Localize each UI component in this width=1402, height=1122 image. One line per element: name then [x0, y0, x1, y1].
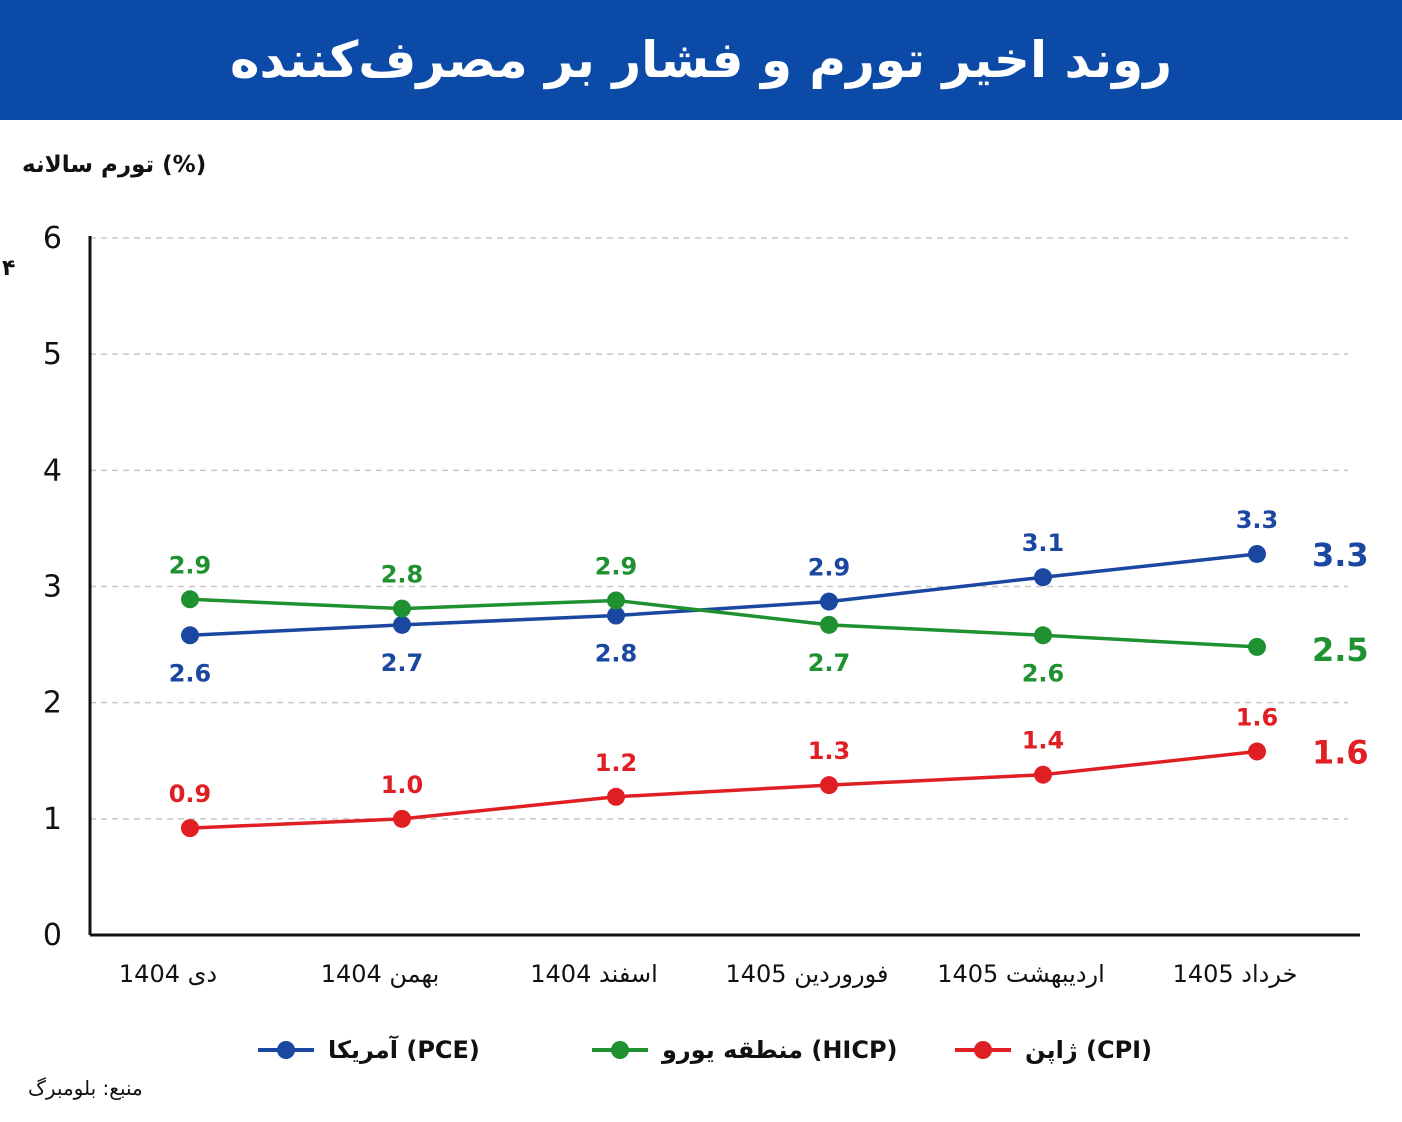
data-point	[181, 590, 199, 609]
data-label: 2.8	[595, 640, 638, 668]
data-label: 3.1	[1022, 529, 1065, 557]
data-label: 2.6	[169, 659, 212, 687]
data-point	[607, 591, 625, 610]
data-label: 2.7	[808, 649, 851, 677]
data-point	[607, 787, 625, 806]
x-tick-label: بهمن 1404	[321, 960, 440, 988]
x-tick-label: اسفند 1404	[530, 960, 657, 988]
legend-item-eurozone: منطقه یورو (HICP)	[592, 1028, 898, 1072]
series-line	[189, 597, 1258, 649]
stray-glyph: ۴	[2, 256, 16, 281]
data-label: 2.7	[381, 649, 424, 677]
y-tick-label: 4	[43, 453, 62, 488]
data-point	[393, 599, 411, 618]
data-label: 1.6	[1236, 703, 1279, 731]
y-tick-label: 1	[43, 802, 62, 837]
data-point	[393, 809, 411, 828]
data-point	[1034, 626, 1052, 645]
y-tick-label: 6	[43, 221, 62, 256]
x-tick-label: دی 1404	[119, 960, 217, 988]
data-label: 2.9	[595, 552, 638, 580]
data-label: 3.3	[1236, 506, 1279, 534]
end-value-label: 1.6	[1312, 733, 1369, 771]
legend-swatch-us	[258, 1040, 314, 1060]
data-label: 2.9	[169, 551, 212, 579]
end-value-label: 3.3	[1312, 536, 1369, 574]
data-point	[1248, 637, 1266, 656]
data-label: 2.9	[808, 554, 851, 582]
data-label: 0.9	[169, 780, 212, 808]
data-point	[820, 615, 838, 634]
x-tick-label: فوروردین 1405	[726, 960, 889, 988]
data-point	[607, 606, 625, 625]
legend-item-us: آمریکا (PCE)	[258, 1028, 480, 1072]
legend-label-eurozone: منطقه یورو (HICP)	[662, 1036, 898, 1064]
legend-label-japan: ژاپن (CPI)	[1025, 1036, 1153, 1064]
y-tick-label: 2	[43, 686, 62, 721]
data-point	[820, 592, 838, 611]
data-point	[1248, 742, 1266, 761]
chart-title: روند اخیر تورم و فشار بر مصرف‌کننده	[229, 31, 1173, 89]
title-banner	[0, 0, 1402, 120]
y-tick-label: 3	[43, 570, 62, 605]
data-label: 1.4	[1022, 727, 1065, 755]
y-axis-label: تورم سالانه (%)	[22, 152, 207, 178]
data-label: 1.2	[595, 749, 638, 777]
series-line	[189, 749, 1258, 830]
data-point	[181, 626, 199, 645]
series-line	[189, 552, 1258, 638]
data-label: 2.6	[1022, 659, 1065, 687]
data-point	[1034, 765, 1052, 784]
data-label: 1.0	[381, 771, 424, 799]
y-tick-label: 0	[43, 918, 62, 953]
legend-item-japan: ژاپن (CPI)	[955, 1028, 1152, 1072]
data-point	[820, 776, 838, 795]
x-tick-label: اردیبهشت 1405	[937, 960, 1105, 988]
data-label: 2.8	[381, 561, 424, 589]
data-point	[1034, 568, 1052, 587]
legend-swatch-eurozone	[592, 1040, 648, 1060]
end-value-label: 2.5	[1312, 631, 1369, 669]
data-label: 1.3	[808, 737, 851, 765]
y-tick-label: 5	[43, 337, 62, 372]
source-note: منبع: بلومبرگ	[28, 1076, 143, 1100]
legend-swatch-japan	[955, 1040, 1011, 1060]
data-point	[181, 819, 199, 838]
x-tick-label: خرداد 1405	[1173, 960, 1298, 988]
data-point	[1248, 544, 1266, 563]
legend-label-us: آمریکا (PCE)	[328, 1036, 480, 1064]
data-point	[393, 615, 411, 634]
